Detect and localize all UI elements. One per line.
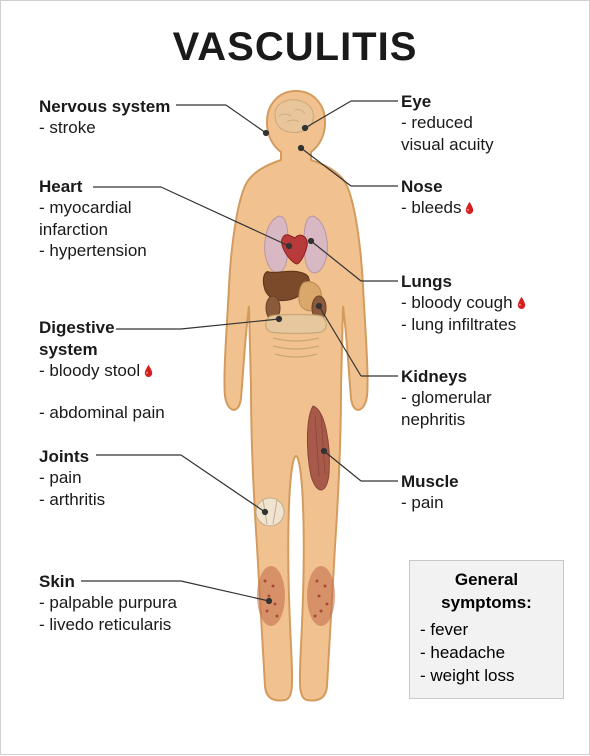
label-head: Muscle — [401, 472, 459, 491]
main-title: VASCULITIS — [1, 25, 589, 70]
label-skin: Skin - palpable purpura - livedo reticul… — [39, 571, 177, 635]
general-item: - headache — [420, 642, 553, 665]
general-item: - fever — [420, 619, 553, 642]
label-head: Joints — [39, 447, 89, 466]
label-head: Heart — [39, 177, 82, 196]
label-lungs: Lungs - bloody cough - lung infiltrates — [401, 271, 528, 335]
symptom-text: - pain — [39, 467, 105, 488]
symptom-text: - lung infiltrates — [401, 314, 528, 335]
label-kidneys: Kidneys - glomerular nephritis — [401, 366, 492, 430]
label-head: Skin — [39, 572, 75, 591]
symptom-text: nephritis — [401, 409, 492, 430]
symptom-text: - bleeds — [401, 197, 476, 218]
symptom-text: - bloody cough — [401, 292, 528, 313]
body-silhouette — [201, 86, 391, 706]
label-head: Nose — [401, 177, 443, 196]
label-eye: Eye - reduced visual acuity — [401, 91, 494, 155]
general-title: General symptoms: — [420, 569, 553, 615]
symptom-text: - hypertension — [39, 240, 147, 261]
blood-drop-icon — [142, 364, 155, 377]
label-head: Lungs — [401, 272, 452, 291]
symptom-text: visual acuity — [401, 134, 494, 155]
symptom-text: - palpable purpura — [39, 592, 177, 613]
general-symptoms-box: General symptoms: - fever - headache - w… — [409, 560, 564, 699]
symptom-text: infarction — [39, 219, 147, 240]
symptom-text: - myocardial — [39, 197, 147, 218]
general-item: - weight loss — [420, 665, 553, 688]
symptom-text: - glomerular — [401, 387, 492, 408]
label-nose: Nose - bleeds — [401, 176, 476, 219]
symptom-text: - abdominal pain — [39, 402, 165, 423]
symptom-text: - pain — [401, 492, 459, 513]
label-nervous: Nervous system - stroke — [39, 96, 170, 139]
label-head: Kidneys — [401, 367, 467, 386]
symptom-text: - reduced — [401, 112, 494, 133]
symptom-text: - arthritis — [39, 489, 105, 510]
label-head: Nervous system — [39, 97, 170, 116]
label-head: Digestive system — [39, 318, 115, 358]
symptom-text: - bloody stool — [39, 360, 165, 381]
blood-drop-icon — [515, 296, 528, 309]
blood-drop-icon — [463, 201, 476, 214]
label-head: Eye — [401, 92, 431, 111]
label-muscle: Muscle - pain — [401, 471, 459, 514]
symptom-text: - stroke — [39, 117, 170, 138]
label-joints: Joints - pain - arthritis — [39, 446, 105, 510]
label-heart: Heart - myocardial infarction - hyperten… — [39, 176, 147, 261]
symptom-text: - livedo reticularis — [39, 614, 177, 635]
label-digestive: Digestive system - bloody stool - abdomi… — [39, 296, 165, 445]
